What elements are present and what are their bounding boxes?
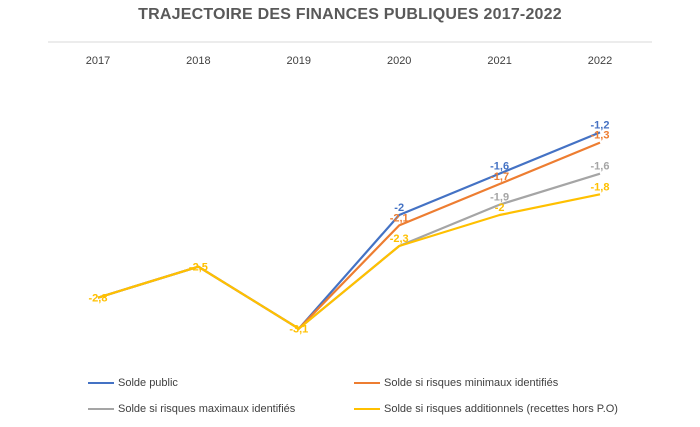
x-tick-label: 2019 bbox=[287, 55, 311, 67]
series-line-1 bbox=[97, 131, 601, 330]
data-label: -3,1 bbox=[289, 324, 308, 336]
data-label: -1,7 bbox=[490, 171, 509, 183]
data-label: -1,6 bbox=[591, 161, 610, 173]
data-label: -2 bbox=[394, 202, 404, 214]
series-line-4 bbox=[97, 193, 601, 330]
x-tick-label: 2021 bbox=[487, 55, 511, 67]
data-label: -2,5 bbox=[189, 262, 208, 274]
data-label: -1,6 bbox=[490, 161, 509, 173]
data-label: -2,3 bbox=[390, 233, 409, 245]
chart-title: TRAJECTOIRE DES FINANCES PUBLIQUES 2017-… bbox=[138, 6, 562, 23]
data-label: -1,2 bbox=[591, 119, 610, 131]
x-tick-label: 2017 bbox=[86, 55, 110, 67]
data-label: -1,8 bbox=[591, 181, 610, 193]
x-tick-label: 2018 bbox=[186, 55, 210, 67]
x-tick-label: 2020 bbox=[387, 55, 411, 67]
data-label: -1,9 bbox=[490, 192, 509, 204]
x-tick-label: 2022 bbox=[588, 55, 612, 67]
data-label: -2,8 bbox=[89, 293, 108, 305]
data-label: -2,1 bbox=[390, 212, 409, 224]
series-line-2 bbox=[97, 141, 601, 330]
data-label: -2 bbox=[495, 202, 505, 214]
series-line-3 bbox=[97, 172, 601, 330]
data-label: -1,3 bbox=[591, 130, 610, 142]
